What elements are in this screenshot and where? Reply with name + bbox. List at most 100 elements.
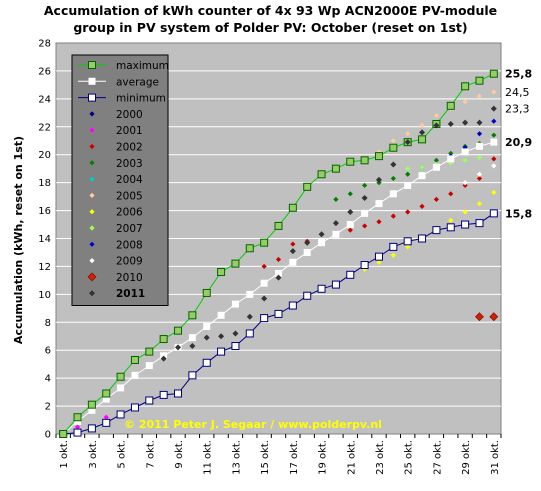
data-point (317, 170, 326, 179)
data-point (102, 418, 111, 427)
data-point (404, 181, 412, 189)
data-point (261, 295, 268, 302)
data-point (390, 175, 396, 182)
data-point (404, 139, 411, 146)
data-point (217, 311, 225, 319)
data-point (419, 129, 426, 136)
data-point (289, 248, 296, 255)
legend-label: 2005 (116, 190, 143, 202)
y-tick-label: 10 (38, 290, 51, 301)
data-point (360, 156, 369, 165)
data-point (89, 290, 95, 297)
data-point (102, 389, 111, 398)
data-point (476, 119, 483, 126)
y-tick-label: 2 (45, 402, 51, 413)
data-point (202, 288, 211, 297)
legend-label: 2010 (116, 272, 143, 284)
data-point (489, 209, 498, 218)
legend-label: 2006 (116, 207, 143, 219)
x-tick-label: 23 okt. (375, 440, 386, 475)
data-point (491, 132, 497, 138)
data-point (390, 213, 396, 219)
y-tick-label: 6 (45, 346, 51, 357)
data-point (405, 171, 411, 177)
data-point (433, 122, 440, 129)
data-point (490, 105, 497, 112)
data-point (389, 143, 398, 152)
data-point (217, 268, 226, 277)
legend-label: 2008 (116, 239, 143, 251)
data-point (188, 311, 197, 320)
data-point (461, 148, 469, 156)
data-point (361, 195, 368, 202)
data-point (432, 226, 441, 235)
data-point (362, 223, 368, 229)
x-tick-label: 13 okt. (231, 440, 242, 475)
data-point (389, 242, 398, 251)
data-point (288, 301, 297, 310)
data-point (317, 284, 326, 293)
x-axis: 1 okt. 3 okt. 5 okt. 7 okt. 9 okt. 11 okt. 13 … (55, 434, 502, 475)
legend-label: average (116, 76, 159, 88)
series-layer (59, 69, 499, 438)
y-tick-label: 22 (38, 122, 51, 133)
end-label: 15,8 (505, 207, 532, 220)
data-point (360, 261, 369, 270)
data-point (461, 82, 470, 91)
series-minimum (59, 209, 498, 438)
data-point (74, 424, 81, 430)
y-tick-label: 28 (38, 39, 51, 50)
data-point (89, 241, 95, 247)
series-2010 (475, 312, 499, 322)
chart-title: Accumulation of kWh counter of 4x 93 Wp … (0, 2, 541, 36)
x-tick-label: 11 okt. (203, 440, 214, 475)
legend-label: 2004 (116, 174, 143, 186)
data-point (475, 219, 484, 228)
data-point (331, 164, 340, 173)
data-point (89, 143, 95, 150)
x-tick-label: 29 okt. (461, 440, 472, 475)
data-point (374, 152, 383, 161)
data-point (462, 157, 468, 163)
data-point (405, 244, 411, 250)
data-point (87, 424, 96, 433)
legend-label: minimum (116, 93, 166, 105)
data-point (347, 208, 354, 215)
data-point (318, 231, 325, 238)
x-tick-label: 19 okt. (318, 440, 329, 475)
data-point (448, 191, 454, 197)
data-point (87, 400, 96, 409)
data-point (89, 209, 95, 215)
data-point (405, 166, 411, 172)
data-point (390, 161, 397, 168)
legend: maximum average minimum 2000 2001 2002 2003 200… (71, 54, 169, 306)
data-point (288, 203, 297, 212)
data-point (289, 258, 297, 266)
data-point (73, 413, 82, 422)
data-point (374, 252, 383, 261)
data-point (390, 138, 396, 144)
data-point (275, 274, 282, 281)
data-point (189, 343, 196, 350)
data-point (418, 172, 426, 180)
data-point (246, 290, 254, 298)
data-point (418, 135, 427, 144)
data-point (131, 371, 139, 379)
data-point (231, 259, 240, 268)
legend-item-2007: 2007 (89, 223, 143, 235)
data-point (89, 176, 95, 182)
data-point (103, 414, 109, 420)
y-axis-label: Accumulation (kWh, reset on 1st) (12, 136, 25, 344)
data-point (145, 396, 154, 405)
x-tick-label: 5 okt. (117, 440, 128, 469)
legend-label: 2002 (116, 142, 143, 154)
data-point (462, 99, 468, 105)
data-point (159, 335, 168, 344)
data-point (432, 163, 440, 171)
data-point (362, 182, 368, 189)
data-point (245, 329, 254, 338)
data-point (160, 355, 167, 362)
x-tick-label: 3 okt. (88, 440, 99, 469)
legend-label: 2009 (116, 256, 143, 268)
legend-item-2005: 2005 (89, 190, 143, 202)
